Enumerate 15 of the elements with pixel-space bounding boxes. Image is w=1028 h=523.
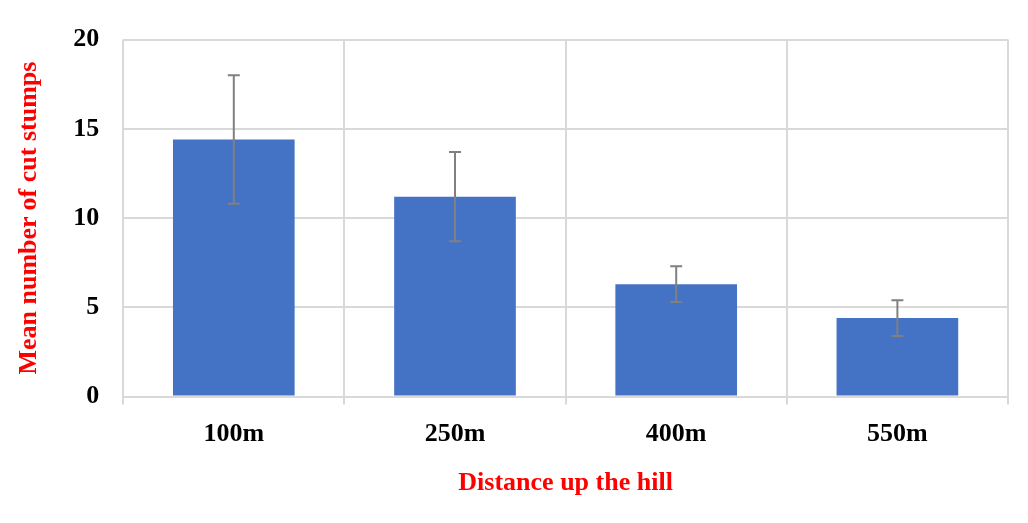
x-tick-label: 400m bbox=[645, 417, 707, 447]
bar bbox=[615, 284, 738, 396]
x-tick-label: 100m bbox=[203, 417, 265, 447]
bar bbox=[172, 139, 295, 396]
y-tick-label: 10 bbox=[73, 201, 100, 231]
y-tick-label: 0 bbox=[86, 380, 100, 410]
x-tick-label: 550m bbox=[867, 417, 929, 447]
y-axis-title: Mean number of cut stumps bbox=[13, 61, 43, 375]
y-tick-label: 20 bbox=[73, 23, 100, 53]
bar bbox=[836, 318, 959, 396]
x-tick-label: 250m bbox=[424, 417, 486, 447]
bar bbox=[394, 196, 516, 396]
y-tick-label: 15 bbox=[73, 112, 100, 142]
x-axis-title: Distance up the hill bbox=[458, 467, 673, 497]
y-tick-label: 5 bbox=[86, 291, 100, 321]
